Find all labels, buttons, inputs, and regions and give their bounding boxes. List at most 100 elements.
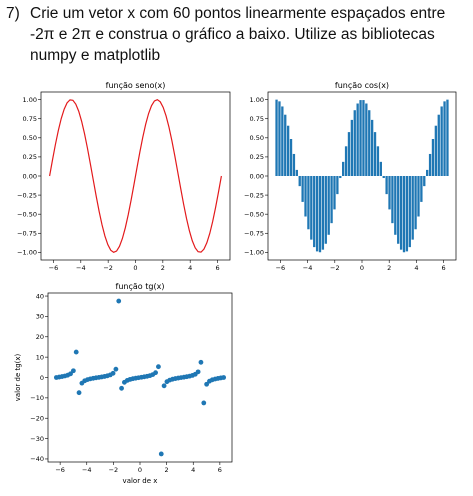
scatter-point: [116, 298, 122, 304]
bar: [292, 153, 296, 176]
bar: [313, 176, 316, 248]
scatter-point: [110, 370, 116, 376]
y-tick-label: 30: [36, 313, 44, 321]
y-tick-label: 10: [36, 353, 44, 361]
scatter-point: [161, 383, 167, 389]
bar: [440, 106, 443, 176]
bar: [420, 176, 423, 202]
bar: [339, 176, 342, 179]
bar: [402, 176, 406, 253]
x-axis-label: valor de x: [123, 477, 158, 485]
bar: [411, 176, 414, 240]
bar: [437, 114, 440, 176]
bar: [379, 161, 382, 176]
bar: [399, 176, 403, 250]
bar: [315, 176, 319, 252]
y-tick-label: 0.00: [250, 172, 264, 180]
x-tick-label: 0: [133, 264, 137, 272]
y-tick-label: −0.25: [244, 191, 264, 199]
chart-title: função seno(x): [106, 81, 166, 90]
bar: [336, 176, 339, 195]
bar: [347, 132, 351, 176]
bar: [330, 176, 333, 224]
bar: [362, 100, 365, 176]
y-tick-label: 0: [40, 374, 44, 382]
chart-title: função tg(x): [116, 282, 165, 291]
bar: [324, 176, 327, 244]
bar: [304, 176, 307, 217]
bar: [286, 125, 290, 176]
x-tick-label: −4: [76, 264, 86, 272]
bar: [298, 176, 301, 187]
y-axis-label: valor de tg(x): [14, 353, 22, 401]
y-tick-label: 0.25: [23, 153, 37, 161]
task-text: Crie um vetor x com 60 pontos linearment…: [30, 5, 446, 64]
y-tick-label: 0.75: [23, 115, 37, 123]
scatter-point: [119, 385, 124, 391]
y-tick-label: −20: [30, 415, 44, 423]
y-tick-label: −0.75: [244, 230, 264, 238]
bar: [431, 138, 435, 176]
x-tick-label: −6: [55, 466, 65, 474]
bar: [353, 110, 356, 176]
bar: [426, 169, 429, 176]
y-tick-label: 0.75: [250, 115, 264, 123]
y-tick-label: 40: [36, 292, 44, 300]
bar: [382, 176, 385, 179]
bar: [307, 176, 310, 230]
x-tick-label: −6: [49, 264, 59, 272]
bar: [365, 103, 368, 176]
y-tick-label: −1.00: [244, 249, 264, 257]
bar: [428, 153, 432, 176]
bar: [417, 176, 420, 217]
chart-seno: função seno(x) −6 −4 −2 0 2 4 6 −1.00 −0.75 −0.50 −…: [17, 81, 231, 272]
y-tick-label: −0.75: [17, 230, 37, 238]
y-tick-label: 0.50: [250, 134, 264, 142]
chart-tg: função tg(x)−6 −4 −2 0 2 4 6−40−30−20−10010203…: [14, 282, 233, 485]
bar: [443, 101, 446, 176]
bar: [388, 176, 391, 210]
y-tick-label: 0.25: [250, 153, 264, 161]
data-layer: [275, 99, 449, 253]
x-tick-label: 4: [188, 264, 192, 272]
bar: [310, 176, 313, 240]
bar: [281, 106, 284, 176]
bar: [289, 138, 293, 176]
x-tick-label: 4: [191, 466, 195, 474]
scatter-point: [198, 359, 204, 365]
x-tick-label: 0: [360, 264, 364, 272]
scatter-point: [76, 390, 82, 396]
scatter-point: [195, 369, 201, 375]
bar: [408, 176, 411, 248]
bar: [278, 101, 281, 176]
scatter-point: [73, 349, 79, 355]
y-tick-label: −0.50: [17, 210, 37, 218]
data-layer: [49, 98, 222, 254]
y-tick-label: 20: [36, 333, 44, 341]
data-layer: [53, 298, 227, 457]
bar: [327, 176, 330, 235]
bar: [373, 132, 377, 176]
bar: [356, 103, 359, 176]
y-tick-label: −1.00: [17, 249, 37, 257]
x-tick-label: −2: [103, 264, 113, 272]
x-tick-label: −2: [330, 264, 340, 272]
scatter-point: [201, 400, 207, 406]
y-tick-label: 1.00: [23, 96, 37, 104]
scatter-point: [156, 364, 161, 370]
x-tick-label: −4: [82, 466, 92, 474]
scatter-point: [158, 451, 164, 457]
y-tick-label: 0.50: [23, 134, 37, 142]
x-tick-label: 2: [387, 264, 391, 272]
bar: [446, 99, 449, 176]
y-tick-label: −0.25: [17, 191, 37, 199]
bar: [344, 146, 348, 176]
bar: [295, 169, 298, 176]
y-tick-label: 1.00: [250, 96, 264, 104]
x-tick-label: 0: [138, 466, 142, 474]
bar: [414, 176, 417, 230]
bar: [359, 100, 362, 176]
bar: [397, 176, 400, 244]
x-tick-label: 2: [161, 264, 165, 272]
